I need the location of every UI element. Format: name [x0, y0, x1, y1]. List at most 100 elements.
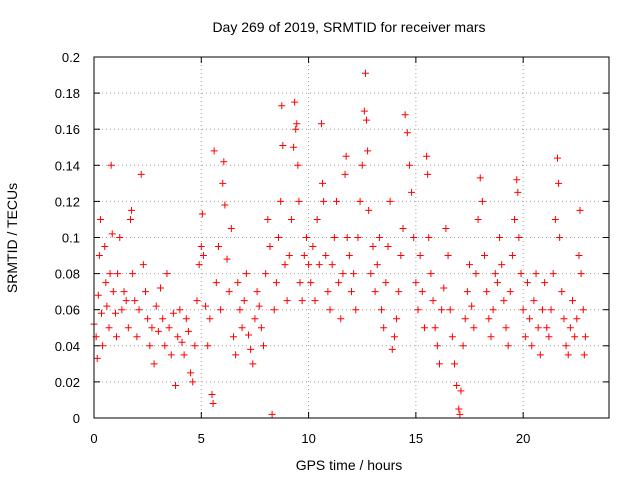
data-point	[300, 252, 308, 260]
data-point	[442, 224, 450, 232]
data-point	[322, 252, 330, 260]
data-point	[126, 215, 134, 223]
data-point	[277, 197, 285, 205]
data-point	[238, 324, 246, 332]
plot-frame	[93, 56, 610, 419]
data-point	[515, 234, 523, 241]
data-point	[519, 306, 527, 314]
data-point	[538, 306, 546, 314]
data-point	[202, 302, 210, 310]
data-point	[208, 391, 216, 399]
data-point	[225, 288, 233, 296]
y-tick-label: 0.02	[55, 375, 80, 390]
data-point	[451, 360, 458, 368]
data-point	[496, 234, 504, 241]
data-point	[129, 270, 137, 278]
data-point	[474, 215, 482, 223]
data-point	[191, 342, 199, 350]
data-point	[295, 197, 303, 205]
x-axis-label: GPS time / hours	[296, 457, 403, 473]
data-point	[547, 306, 555, 314]
data-point	[566, 324, 574, 332]
data-point	[456, 410, 464, 418]
data-point	[403, 129, 411, 137]
data-point	[214, 243, 222, 251]
y-tick-label: 0.08	[55, 267, 80, 282]
data-point	[220, 158, 228, 166]
data-point	[478, 197, 486, 205]
data-point	[459, 342, 467, 350]
data-point	[229, 333, 237, 341]
data-point	[363, 116, 371, 124]
data-point	[453, 382, 461, 390]
data-point	[294, 161, 302, 169]
data-point	[251, 315, 259, 323]
data-point	[131, 297, 139, 305]
data-point	[204, 342, 212, 350]
data-point	[128, 206, 136, 214]
data-point	[270, 306, 278, 314]
data-point	[521, 333, 529, 341]
data-point	[506, 288, 514, 296]
data-point	[296, 279, 304, 287]
data-point	[169, 309, 177, 317]
data-point	[476, 174, 484, 182]
data-point	[227, 224, 235, 232]
data-point	[182, 315, 190, 323]
data-point	[463, 288, 471, 296]
data-point	[326, 306, 334, 314]
data-point	[410, 234, 418, 241]
x-tick-label: 10	[301, 431, 315, 446]
data-point	[124, 324, 132, 332]
data-point	[408, 188, 416, 196]
data-point	[198, 210, 206, 218]
data-points	[90, 69, 589, 418]
data-point	[103, 302, 111, 310]
y-tick-label: 0.1	[62, 231, 80, 246]
data-point	[342, 152, 350, 160]
data-point	[448, 333, 456, 341]
data-point	[253, 288, 261, 296]
data-point	[232, 351, 240, 359]
data-point	[298, 297, 306, 305]
data-point	[142, 288, 149, 296]
data-point	[290, 143, 298, 151]
data-point	[184, 327, 192, 335]
data-point	[418, 288, 426, 296]
data-point	[116, 234, 124, 241]
data-point	[305, 261, 313, 269]
data-point	[293, 120, 301, 128]
data-point	[564, 351, 572, 359]
data-point	[328, 261, 336, 269]
data-point	[534, 324, 542, 332]
data-point	[498, 261, 506, 269]
data-point	[487, 333, 495, 341]
data-point	[395, 288, 403, 296]
data-point	[543, 324, 551, 332]
data-point	[199, 252, 207, 260]
y-tick-label: 0.04	[55, 339, 80, 354]
data-point	[146, 342, 154, 350]
data-point	[556, 234, 564, 241]
data-point	[386, 197, 394, 205]
data-point	[249, 360, 257, 368]
data-point	[380, 324, 388, 332]
data-point	[416, 252, 424, 260]
data-point	[577, 270, 585, 278]
data-point	[109, 288, 117, 296]
y-tick-label: 0.06	[55, 303, 80, 318]
data-point	[195, 261, 203, 269]
data-point	[576, 206, 584, 214]
data-point	[167, 351, 175, 359]
data-point	[212, 279, 220, 287]
data-point	[335, 279, 343, 287]
data-point	[425, 234, 433, 241]
data-point	[551, 215, 559, 223]
data-point	[378, 306, 386, 314]
data-point	[95, 252, 103, 260]
data-point	[242, 270, 250, 278]
data-point	[330, 234, 338, 241]
data-point	[485, 315, 493, 323]
data-point	[176, 306, 184, 314]
